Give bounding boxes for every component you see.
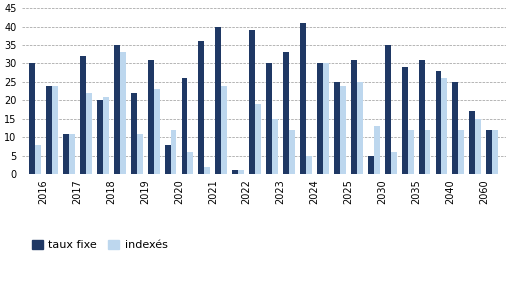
Bar (384, 45, 390, 174)
Bar (272, 119, 277, 174)
Bar (249, 30, 254, 174)
Bar (282, 52, 289, 174)
Bar (322, 63, 328, 174)
Bar (254, 104, 261, 174)
Bar (289, 130, 294, 174)
Bar (187, 152, 193, 174)
Bar (164, 145, 170, 174)
Bar (356, 82, 362, 174)
Bar (52, 86, 58, 174)
Bar (46, 86, 52, 174)
Bar (474, 119, 480, 174)
Bar (136, 134, 143, 174)
Bar (468, 111, 474, 174)
Bar (350, 60, 356, 174)
Bar (401, 67, 407, 174)
Bar (266, 63, 272, 174)
Bar (69, 134, 75, 174)
Bar (181, 78, 187, 174)
Bar (491, 130, 497, 174)
Bar (114, 45, 120, 174)
Bar (215, 26, 221, 174)
Bar (80, 56, 86, 174)
Bar (221, 86, 227, 174)
Bar (486, 130, 491, 174)
Bar (407, 130, 413, 174)
Bar (317, 63, 322, 174)
Bar (103, 97, 108, 174)
Bar (299, 23, 305, 174)
Bar (305, 156, 312, 174)
Bar (458, 130, 463, 174)
Bar (339, 86, 345, 174)
Bar (29, 63, 35, 174)
Bar (148, 60, 153, 174)
Bar (435, 71, 441, 174)
Bar (333, 82, 339, 174)
Bar (418, 60, 423, 174)
Bar (63, 134, 69, 174)
Bar (232, 170, 238, 174)
Bar (198, 41, 204, 174)
Bar (170, 130, 176, 174)
Bar (130, 93, 136, 174)
Bar (373, 126, 379, 174)
Bar (367, 156, 373, 174)
Bar (120, 52, 125, 174)
Bar (35, 145, 41, 174)
Bar (153, 89, 159, 174)
Bar (423, 130, 430, 174)
Bar (441, 78, 446, 174)
Bar (238, 170, 244, 174)
Bar (204, 167, 210, 174)
Legend: taux fixe, indexés: taux fixe, indexés (27, 236, 172, 255)
Bar (86, 93, 92, 174)
Bar (97, 100, 103, 174)
Bar (390, 152, 396, 174)
Bar (451, 82, 458, 174)
